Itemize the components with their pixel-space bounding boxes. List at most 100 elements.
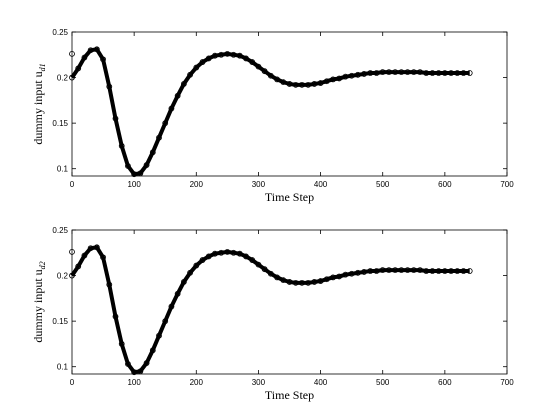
marker: [373, 268, 380, 274]
marker: [205, 55, 212, 62]
marker: [336, 75, 343, 82]
marker: [417, 267, 423, 274]
marker: [404, 267, 411, 274]
marker: [261, 68, 268, 75]
marker: [342, 73, 349, 80]
marker: [392, 267, 399, 274]
marker: [212, 250, 218, 257]
marker: [149, 149, 156, 156]
series-line: [70, 245, 470, 375]
marker: [392, 69, 399, 76]
marker: [174, 290, 181, 297]
marker: [75, 263, 82, 270]
marker: [435, 268, 442, 274]
x-tick-label: 400: [314, 180, 328, 189]
marker: [267, 72, 274, 79]
marker: [162, 318, 169, 325]
marker: [174, 92, 181, 99]
marker: [131, 171, 138, 178]
x-tick-label: 100: [127, 180, 141, 189]
marker: [212, 52, 218, 59]
marker: [323, 276, 330, 283]
x-tick-label: 700: [500, 180, 514, 189]
marker: [448, 70, 454, 76]
marker: [460, 268, 467, 274]
marker: [286, 279, 293, 285]
marker: [218, 249, 225, 256]
x-tick-label: 600: [438, 378, 452, 387]
marker: [454, 70, 461, 76]
marker: [125, 361, 131, 367]
y-tick-label: 0.15: [52, 119, 68, 128]
marker: [441, 268, 448, 274]
marker: [417, 69, 423, 76]
marker: [448, 268, 454, 274]
marker: [423, 268, 430, 274]
marker: [423, 70, 430, 76]
marker: [199, 257, 206, 263]
x-tick-label: 300: [252, 180, 266, 189]
marker: [454, 268, 461, 274]
marker: [156, 332, 162, 339]
plot-area: [71, 31, 508, 177]
marker: [100, 56, 106, 63]
marker: [236, 52, 243, 59]
marker: [398, 69, 405, 76]
y-tick-label: 0.1: [57, 363, 69, 372]
marker: [69, 272, 75, 279]
marker: [280, 277, 287, 284]
marker: [87, 245, 94, 252]
marker: [410, 69, 417, 76]
marker: [69, 50, 75, 57]
marker: [87, 47, 94, 54]
marker: [429, 268, 436, 274]
marker: [311, 81, 318, 87]
x-tick-label: 700: [500, 378, 514, 387]
x-tick-label: 600: [438, 180, 452, 189]
marker: [125, 163, 131, 169]
marker: [93, 46, 100, 53]
marker: [100, 254, 106, 261]
x-axis-label: Time Step: [265, 388, 314, 402]
y-axis-label-text: dummy input u: [31, 269, 45, 342]
marker: [460, 70, 467, 76]
marker: [156, 134, 162, 141]
marker: [193, 262, 200, 269]
x-tick-label: 200: [190, 180, 204, 189]
x-tick-label: 300: [252, 378, 266, 387]
marker: [230, 51, 237, 58]
marker: [317, 278, 324, 284]
marker: [429, 70, 436, 76]
plot-area: [71, 229, 508, 375]
marker: [199, 59, 206, 65]
marker: [112, 115, 119, 122]
marker: [305, 279, 312, 286]
marker: [137, 368, 144, 375]
marker: [280, 79, 287, 86]
y-tick-label: 0.15: [52, 317, 68, 326]
x-tick-label: 0: [70, 180, 75, 189]
y-axis-label-sub: d2: [38, 261, 47, 269]
marker: [69, 74, 75, 81]
marker: [168, 105, 175, 112]
marker: [143, 162, 150, 168]
marker: [249, 257, 256, 263]
y-axis-label-sub: d1: [38, 63, 47, 71]
y-axis-label: dummy input ud1: [31, 63, 47, 144]
marker: [274, 274, 280, 281]
marker: [286, 81, 293, 87]
marker: [292, 279, 299, 286]
marker: [168, 303, 175, 310]
series-line: [70, 47, 470, 177]
marker: [180, 81, 187, 87]
marker: [379, 69, 386, 76]
marker: [330, 274, 336, 281]
marker: [386, 267, 392, 274]
x-tick-label: 400: [314, 378, 328, 387]
x-tick-label: 500: [376, 180, 390, 189]
y-axis-label-text: dummy input u: [31, 71, 45, 144]
marker: [137, 170, 144, 177]
x-tick-label: 200: [190, 378, 204, 387]
marker: [255, 63, 262, 70]
marker: [243, 55, 249, 62]
